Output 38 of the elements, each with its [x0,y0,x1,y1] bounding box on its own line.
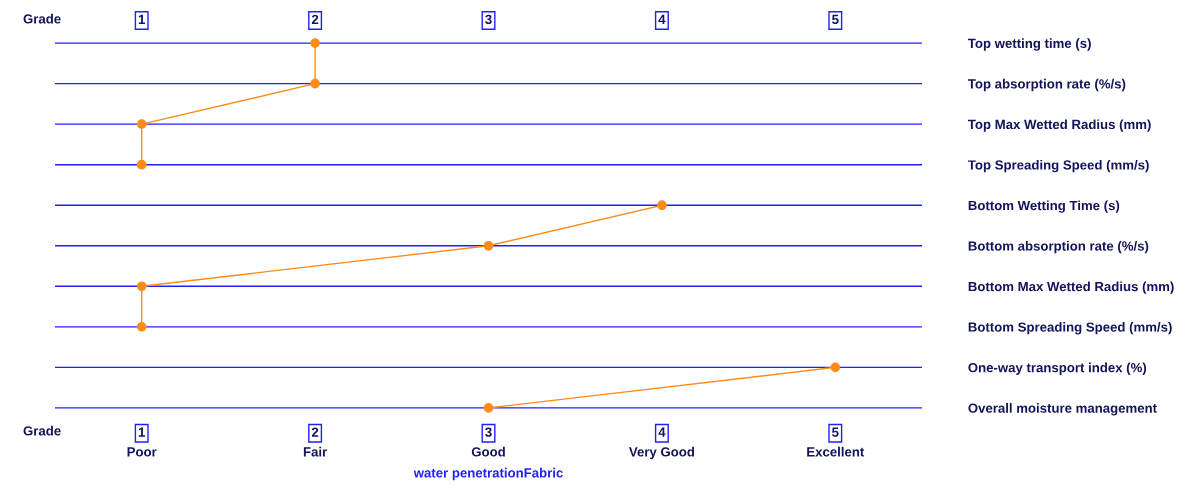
y-tick-label: Bottom absorption rate (%/s) [968,240,1149,254]
point [483,240,494,251]
text: Very Good [629,446,695,460]
point [136,321,147,332]
x2-tick-label: 5 [832,14,839,25]
annotation: Grade [23,425,61,436]
y-tick-label: Overall moisture management [968,403,1157,416]
point [136,159,147,170]
text: Fair [303,446,327,457]
annotation: Grade [23,13,61,24]
y-tick-label: Bottom Wetting Time (s) [968,200,1120,213]
text: Excellent [807,446,865,457]
y-tick-label: Top Max Wetted Radius (mm) [967,119,1151,132]
point [657,200,667,211]
x-tick-label: 3 [485,427,492,437]
x-tick-label: 2 [311,427,319,437]
point [136,281,147,292]
point [310,78,320,89]
x-tick-label: 5 [832,427,839,437]
x-tick-label: 4 [658,427,666,437]
point [483,403,494,413]
x2-tick-label: 4 [658,14,666,24]
x2-tick-label: 1 [138,14,145,24]
y-tick-label: One-way transport index (%) [968,362,1147,375]
x-tick-label: 1 [138,427,145,437]
x-axis-title: water penetrationFabric [413,467,563,481]
point [136,119,147,130]
y-tick-label: Top wetting time (s) [967,38,1091,51]
point [830,362,841,373]
y-tick-label: Top absorption rate (%/s) [967,78,1126,92]
text: Poor [127,447,157,457]
y-tick-label: Top Spreading Speed (mm/s) [967,159,1149,173]
text: Good [471,446,505,457]
point [310,38,320,48]
x2-tick-label: 2 [311,14,319,24]
y-tick-label: Bottom Max Wetted Radius (mm) [968,281,1174,294]
y-tick-label: Bottom Spreading Speed (mm/s) [968,322,1172,335]
x2-tick-label: 3 [485,14,492,25]
